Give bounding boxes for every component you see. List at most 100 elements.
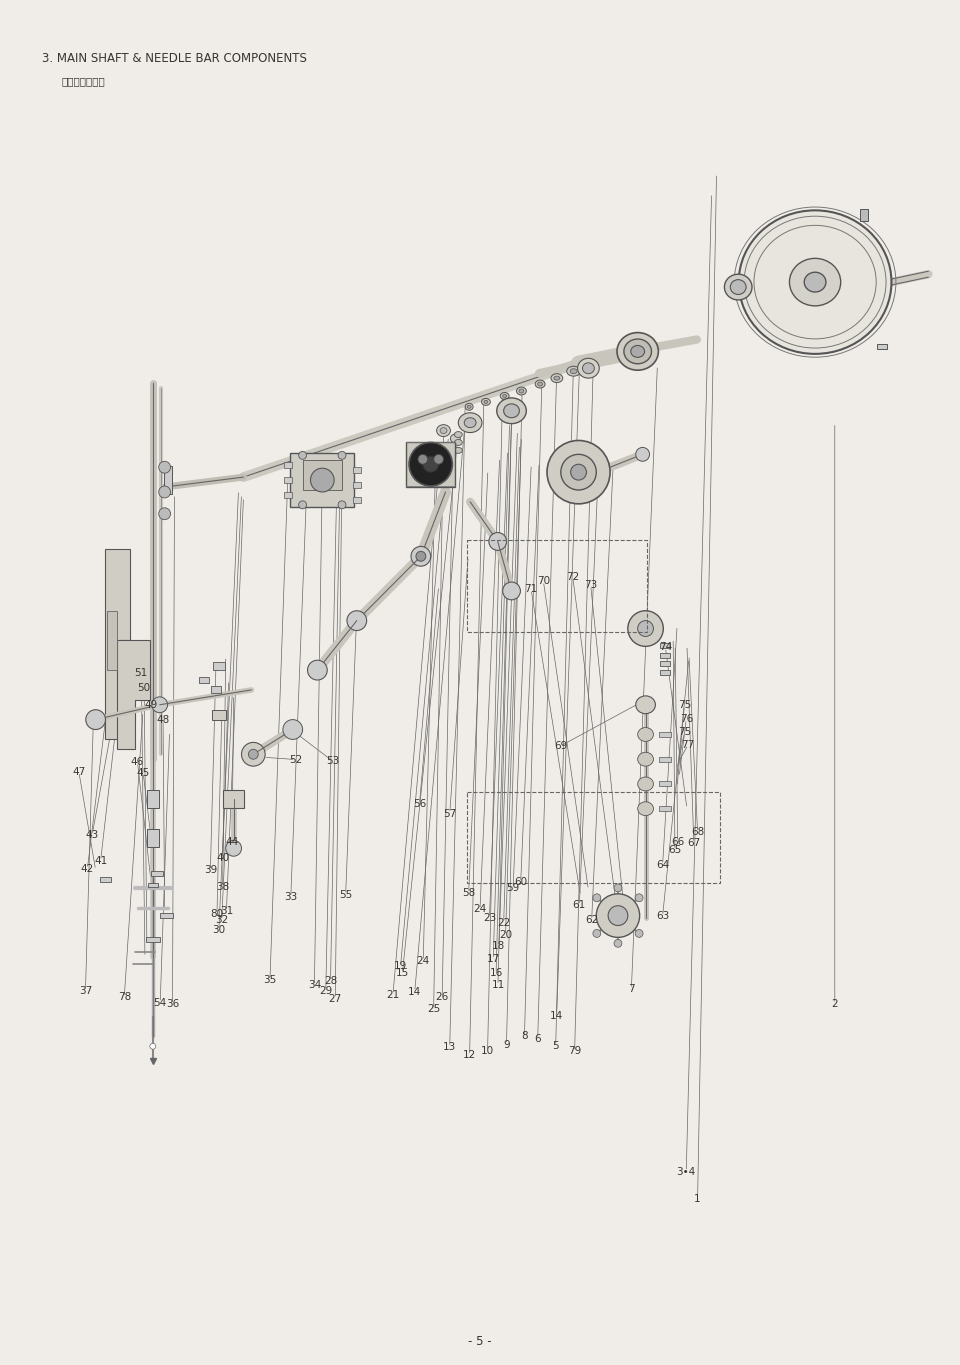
Bar xyxy=(302,460,342,490)
Text: 1: 1 xyxy=(694,1193,701,1204)
Bar xyxy=(223,790,245,808)
Ellipse shape xyxy=(624,339,652,364)
Text: 62: 62 xyxy=(585,916,598,925)
Bar xyxy=(100,878,111,882)
Ellipse shape xyxy=(637,777,654,790)
Ellipse shape xyxy=(500,393,509,400)
Circle shape xyxy=(418,455,428,464)
Bar xyxy=(660,782,671,786)
Circle shape xyxy=(242,743,265,766)
Ellipse shape xyxy=(554,377,560,379)
Text: 3. MAIN SHAFT & NEEDLE BAR COMPONENTS: 3. MAIN SHAFT & NEEDLE BAR COMPONENTS xyxy=(42,52,307,66)
Text: 78: 78 xyxy=(118,992,131,1002)
Ellipse shape xyxy=(789,258,841,306)
Text: 58: 58 xyxy=(462,889,475,898)
Circle shape xyxy=(636,448,650,461)
Ellipse shape xyxy=(496,399,526,423)
Text: 25: 25 xyxy=(427,1005,441,1014)
Circle shape xyxy=(561,455,596,490)
Bar xyxy=(146,936,159,942)
Ellipse shape xyxy=(465,418,476,427)
Bar xyxy=(108,610,117,670)
Ellipse shape xyxy=(450,434,460,444)
Bar xyxy=(284,478,292,483)
Text: 24: 24 xyxy=(417,955,430,966)
Text: 36: 36 xyxy=(166,999,180,1009)
Text: 37: 37 xyxy=(79,986,92,995)
Circle shape xyxy=(310,468,334,491)
Circle shape xyxy=(347,610,367,631)
Text: 56: 56 xyxy=(413,799,426,809)
Ellipse shape xyxy=(637,728,654,741)
Text: 20: 20 xyxy=(499,930,512,940)
Bar xyxy=(148,883,157,887)
Ellipse shape xyxy=(617,333,659,370)
Ellipse shape xyxy=(519,389,524,393)
Ellipse shape xyxy=(535,379,545,388)
Text: 32: 32 xyxy=(215,916,228,925)
Text: 10: 10 xyxy=(481,1047,494,1057)
Bar xyxy=(353,467,361,474)
Circle shape xyxy=(596,894,639,938)
Text: 22: 22 xyxy=(497,919,511,928)
Circle shape xyxy=(434,455,444,464)
Text: 30: 30 xyxy=(212,924,226,935)
Text: 24: 24 xyxy=(473,905,487,915)
Text: 8: 8 xyxy=(521,1032,528,1041)
Ellipse shape xyxy=(566,366,581,377)
Text: 18: 18 xyxy=(492,940,506,951)
Text: 27: 27 xyxy=(328,994,342,1003)
Text: 43: 43 xyxy=(85,830,99,841)
Text: 7: 7 xyxy=(628,984,635,994)
Circle shape xyxy=(614,939,622,947)
Bar xyxy=(406,442,455,486)
Ellipse shape xyxy=(484,400,488,404)
Text: 11: 11 xyxy=(492,980,505,990)
Text: 52: 52 xyxy=(289,755,302,764)
Ellipse shape xyxy=(440,427,447,434)
Text: 61: 61 xyxy=(573,901,586,910)
Text: 33: 33 xyxy=(284,893,298,902)
Bar xyxy=(660,756,671,762)
Text: 2: 2 xyxy=(831,999,838,1009)
Text: 77: 77 xyxy=(682,740,695,749)
Text: 21: 21 xyxy=(386,990,399,999)
Text: 13: 13 xyxy=(444,1043,456,1052)
Text: 53: 53 xyxy=(325,756,339,766)
Text: 12: 12 xyxy=(463,1051,476,1061)
Ellipse shape xyxy=(637,801,654,816)
Bar xyxy=(284,463,292,468)
Ellipse shape xyxy=(631,345,644,358)
Ellipse shape xyxy=(731,280,746,295)
Bar xyxy=(147,790,158,808)
Circle shape xyxy=(338,501,346,509)
Circle shape xyxy=(158,508,171,520)
Bar xyxy=(860,209,868,221)
Circle shape xyxy=(608,906,628,925)
Text: 31: 31 xyxy=(220,906,233,916)
Circle shape xyxy=(283,719,302,740)
Circle shape xyxy=(299,452,306,459)
Circle shape xyxy=(503,581,520,599)
Text: 39: 39 xyxy=(204,865,217,875)
Circle shape xyxy=(636,930,643,938)
Bar xyxy=(660,652,670,658)
Ellipse shape xyxy=(454,440,463,445)
Bar xyxy=(353,497,361,502)
Ellipse shape xyxy=(454,448,463,453)
Text: 38: 38 xyxy=(216,882,229,891)
Text: 55: 55 xyxy=(339,890,352,900)
Text: 3•4: 3•4 xyxy=(677,1167,696,1177)
Text: 29: 29 xyxy=(319,986,332,995)
Text: 51: 51 xyxy=(134,667,148,678)
Circle shape xyxy=(150,1043,156,1050)
Bar xyxy=(147,830,158,848)
Text: 23: 23 xyxy=(483,913,496,923)
Text: 34: 34 xyxy=(308,980,321,990)
Text: 75: 75 xyxy=(678,728,691,737)
Ellipse shape xyxy=(570,369,577,374)
Circle shape xyxy=(226,841,242,856)
Text: 49: 49 xyxy=(144,700,157,710)
Circle shape xyxy=(636,894,643,902)
Ellipse shape xyxy=(538,382,542,386)
